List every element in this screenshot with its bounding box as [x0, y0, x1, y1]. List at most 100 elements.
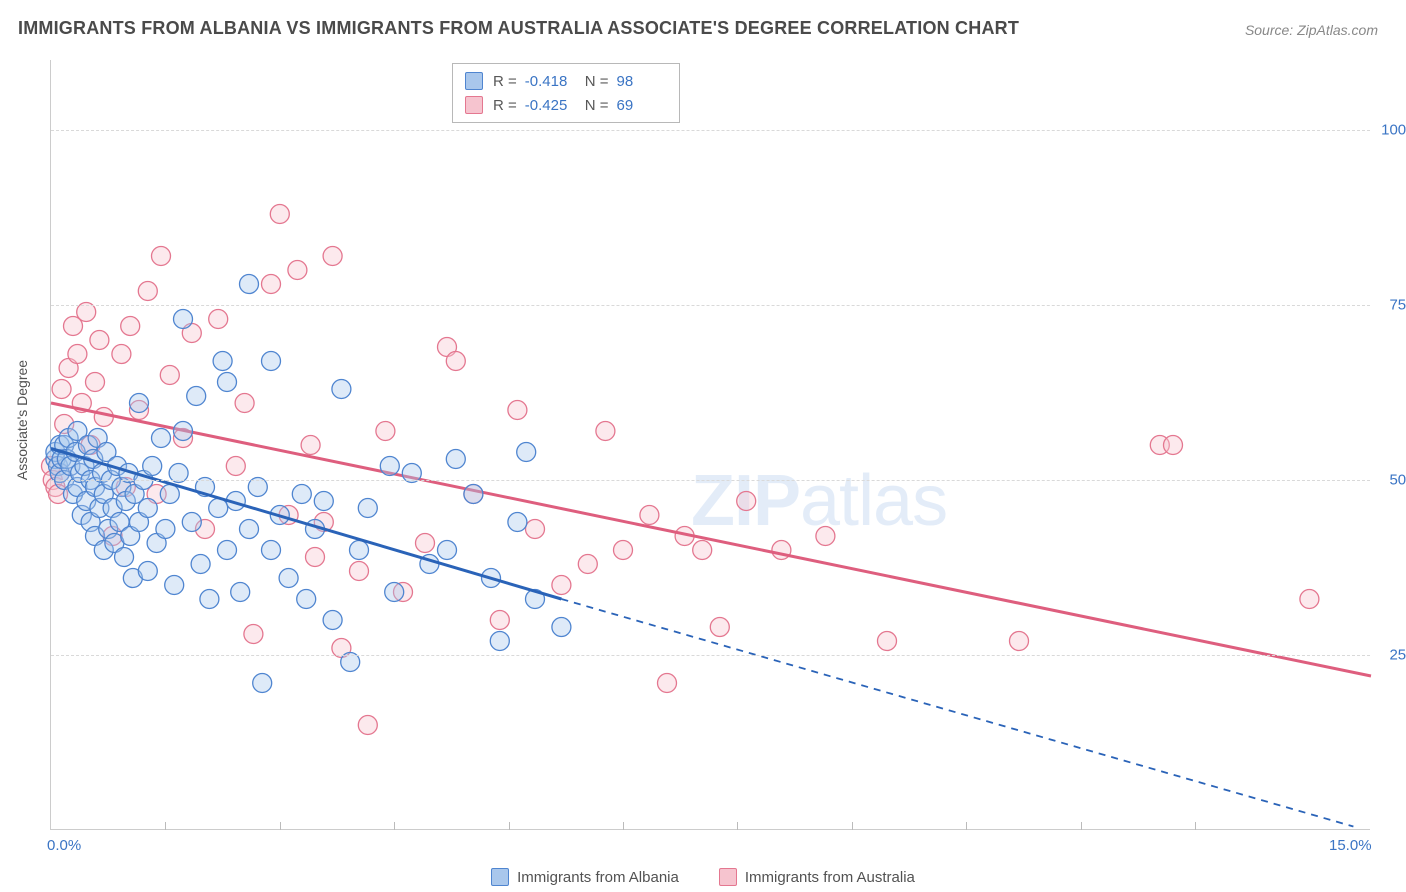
point-albania: [138, 499, 157, 518]
n-value-australia: 69: [617, 97, 667, 114]
point-australia: [614, 541, 633, 560]
scatter-svg: [51, 60, 1371, 830]
legend-item-australia: Immigrants from Australia: [719, 868, 915, 886]
point-australia: [94, 408, 113, 427]
point-albania: [165, 576, 184, 595]
x-tick-label: 0.0%: [47, 837, 81, 854]
point-albania: [446, 450, 465, 469]
point-australia: [640, 506, 659, 525]
point-albania: [187, 387, 206, 406]
point-australia: [416, 534, 435, 553]
r-value-australia: -0.425: [525, 97, 575, 114]
point-albania: [156, 520, 175, 539]
point-australia: [244, 625, 263, 644]
legend-item-albania: Immigrants from Albania: [491, 868, 679, 886]
point-australia: [160, 366, 179, 385]
x-tick-minor: [1081, 822, 1082, 830]
point-albania: [218, 541, 237, 560]
swatch-albania: [465, 72, 483, 90]
point-australia: [710, 618, 729, 637]
point-australia: [209, 310, 228, 329]
point-albania: [358, 499, 377, 518]
point-australia: [52, 380, 71, 399]
point-australia: [552, 576, 571, 595]
point-albania: [143, 457, 162, 476]
source-label: Source: ZipAtlas.com: [1245, 22, 1378, 38]
point-australia: [68, 345, 87, 364]
extrapolation-albania: [561, 599, 1353, 827]
x-tick-minor: [966, 822, 967, 830]
swatch-albania: [491, 868, 509, 886]
swatch-australia: [465, 96, 483, 114]
point-australia: [878, 632, 897, 651]
gridline: [51, 480, 1370, 481]
point-albania: [174, 310, 193, 329]
point-australia: [121, 317, 140, 336]
gridline: [51, 655, 1370, 656]
x-tick-minor: [852, 822, 853, 830]
point-albania: [490, 632, 509, 651]
point-albania: [138, 562, 157, 581]
point-australia: [526, 520, 545, 539]
point-australia: [578, 555, 597, 574]
legend-label-australia: Immigrants from Australia: [745, 869, 915, 886]
chart-title: IMMIGRANTS FROM ALBANIA VS IMMIGRANTS FR…: [18, 18, 1019, 39]
point-australia: [816, 527, 835, 546]
point-australia: [358, 716, 377, 735]
point-australia: [1164, 436, 1183, 455]
point-albania: [292, 485, 311, 504]
point-australia: [86, 373, 105, 392]
point-albania: [209, 499, 228, 518]
point-albania: [380, 457, 399, 476]
n-value-albania: 98: [617, 73, 667, 90]
r-label: R =: [493, 73, 517, 90]
n-label: N =: [585, 97, 609, 114]
point-australia: [490, 611, 509, 630]
r-label: R =: [493, 97, 517, 114]
point-albania: [552, 618, 571, 637]
y-tick-label: 25.0%: [1377, 647, 1406, 664]
x-tick-minor: [623, 822, 624, 830]
legend-series: Immigrants from Albania Immigrants from …: [0, 868, 1406, 886]
point-australia: [446, 352, 465, 371]
point-albania: [200, 590, 219, 609]
point-albania: [213, 352, 232, 371]
point-albania: [231, 583, 250, 602]
point-albania: [262, 541, 281, 560]
x-tick-minor: [509, 822, 510, 830]
gridline: [51, 305, 1370, 306]
point-australia: [376, 422, 395, 441]
point-australia: [1010, 632, 1029, 651]
x-tick-minor: [394, 822, 395, 830]
x-tick-minor: [280, 822, 281, 830]
point-albania: [191, 555, 210, 574]
point-albania: [182, 513, 201, 532]
point-australia: [508, 401, 527, 420]
point-albania: [279, 569, 298, 588]
point-australia: [235, 394, 254, 413]
point-albania: [438, 541, 457, 560]
point-australia: [288, 261, 307, 280]
y-tick-label: 100.0%: [1377, 122, 1406, 139]
point-australia: [301, 436, 320, 455]
point-albania: [350, 541, 369, 560]
point-australia: [693, 541, 712, 560]
swatch-australia: [719, 868, 737, 886]
y-axis-label: Associate's Degree: [14, 360, 30, 480]
x-tick-minor: [1195, 822, 1196, 830]
n-label: N =: [585, 73, 609, 90]
point-australia: [306, 548, 325, 567]
point-albania: [517, 443, 536, 462]
point-albania: [464, 485, 483, 504]
point-australia: [112, 345, 131, 364]
plot-area: ZIPatlas 25.0%50.0%75.0%100.0%0.0%15.0%: [50, 60, 1370, 830]
point-albania: [160, 485, 179, 504]
y-tick-label: 75.0%: [1377, 297, 1406, 314]
point-albania: [115, 548, 134, 567]
point-albania: [262, 352, 281, 371]
point-australia: [350, 562, 369, 581]
point-albania: [130, 394, 149, 413]
point-albania: [240, 520, 259, 539]
point-australia: [737, 492, 756, 511]
point-albania: [218, 373, 237, 392]
